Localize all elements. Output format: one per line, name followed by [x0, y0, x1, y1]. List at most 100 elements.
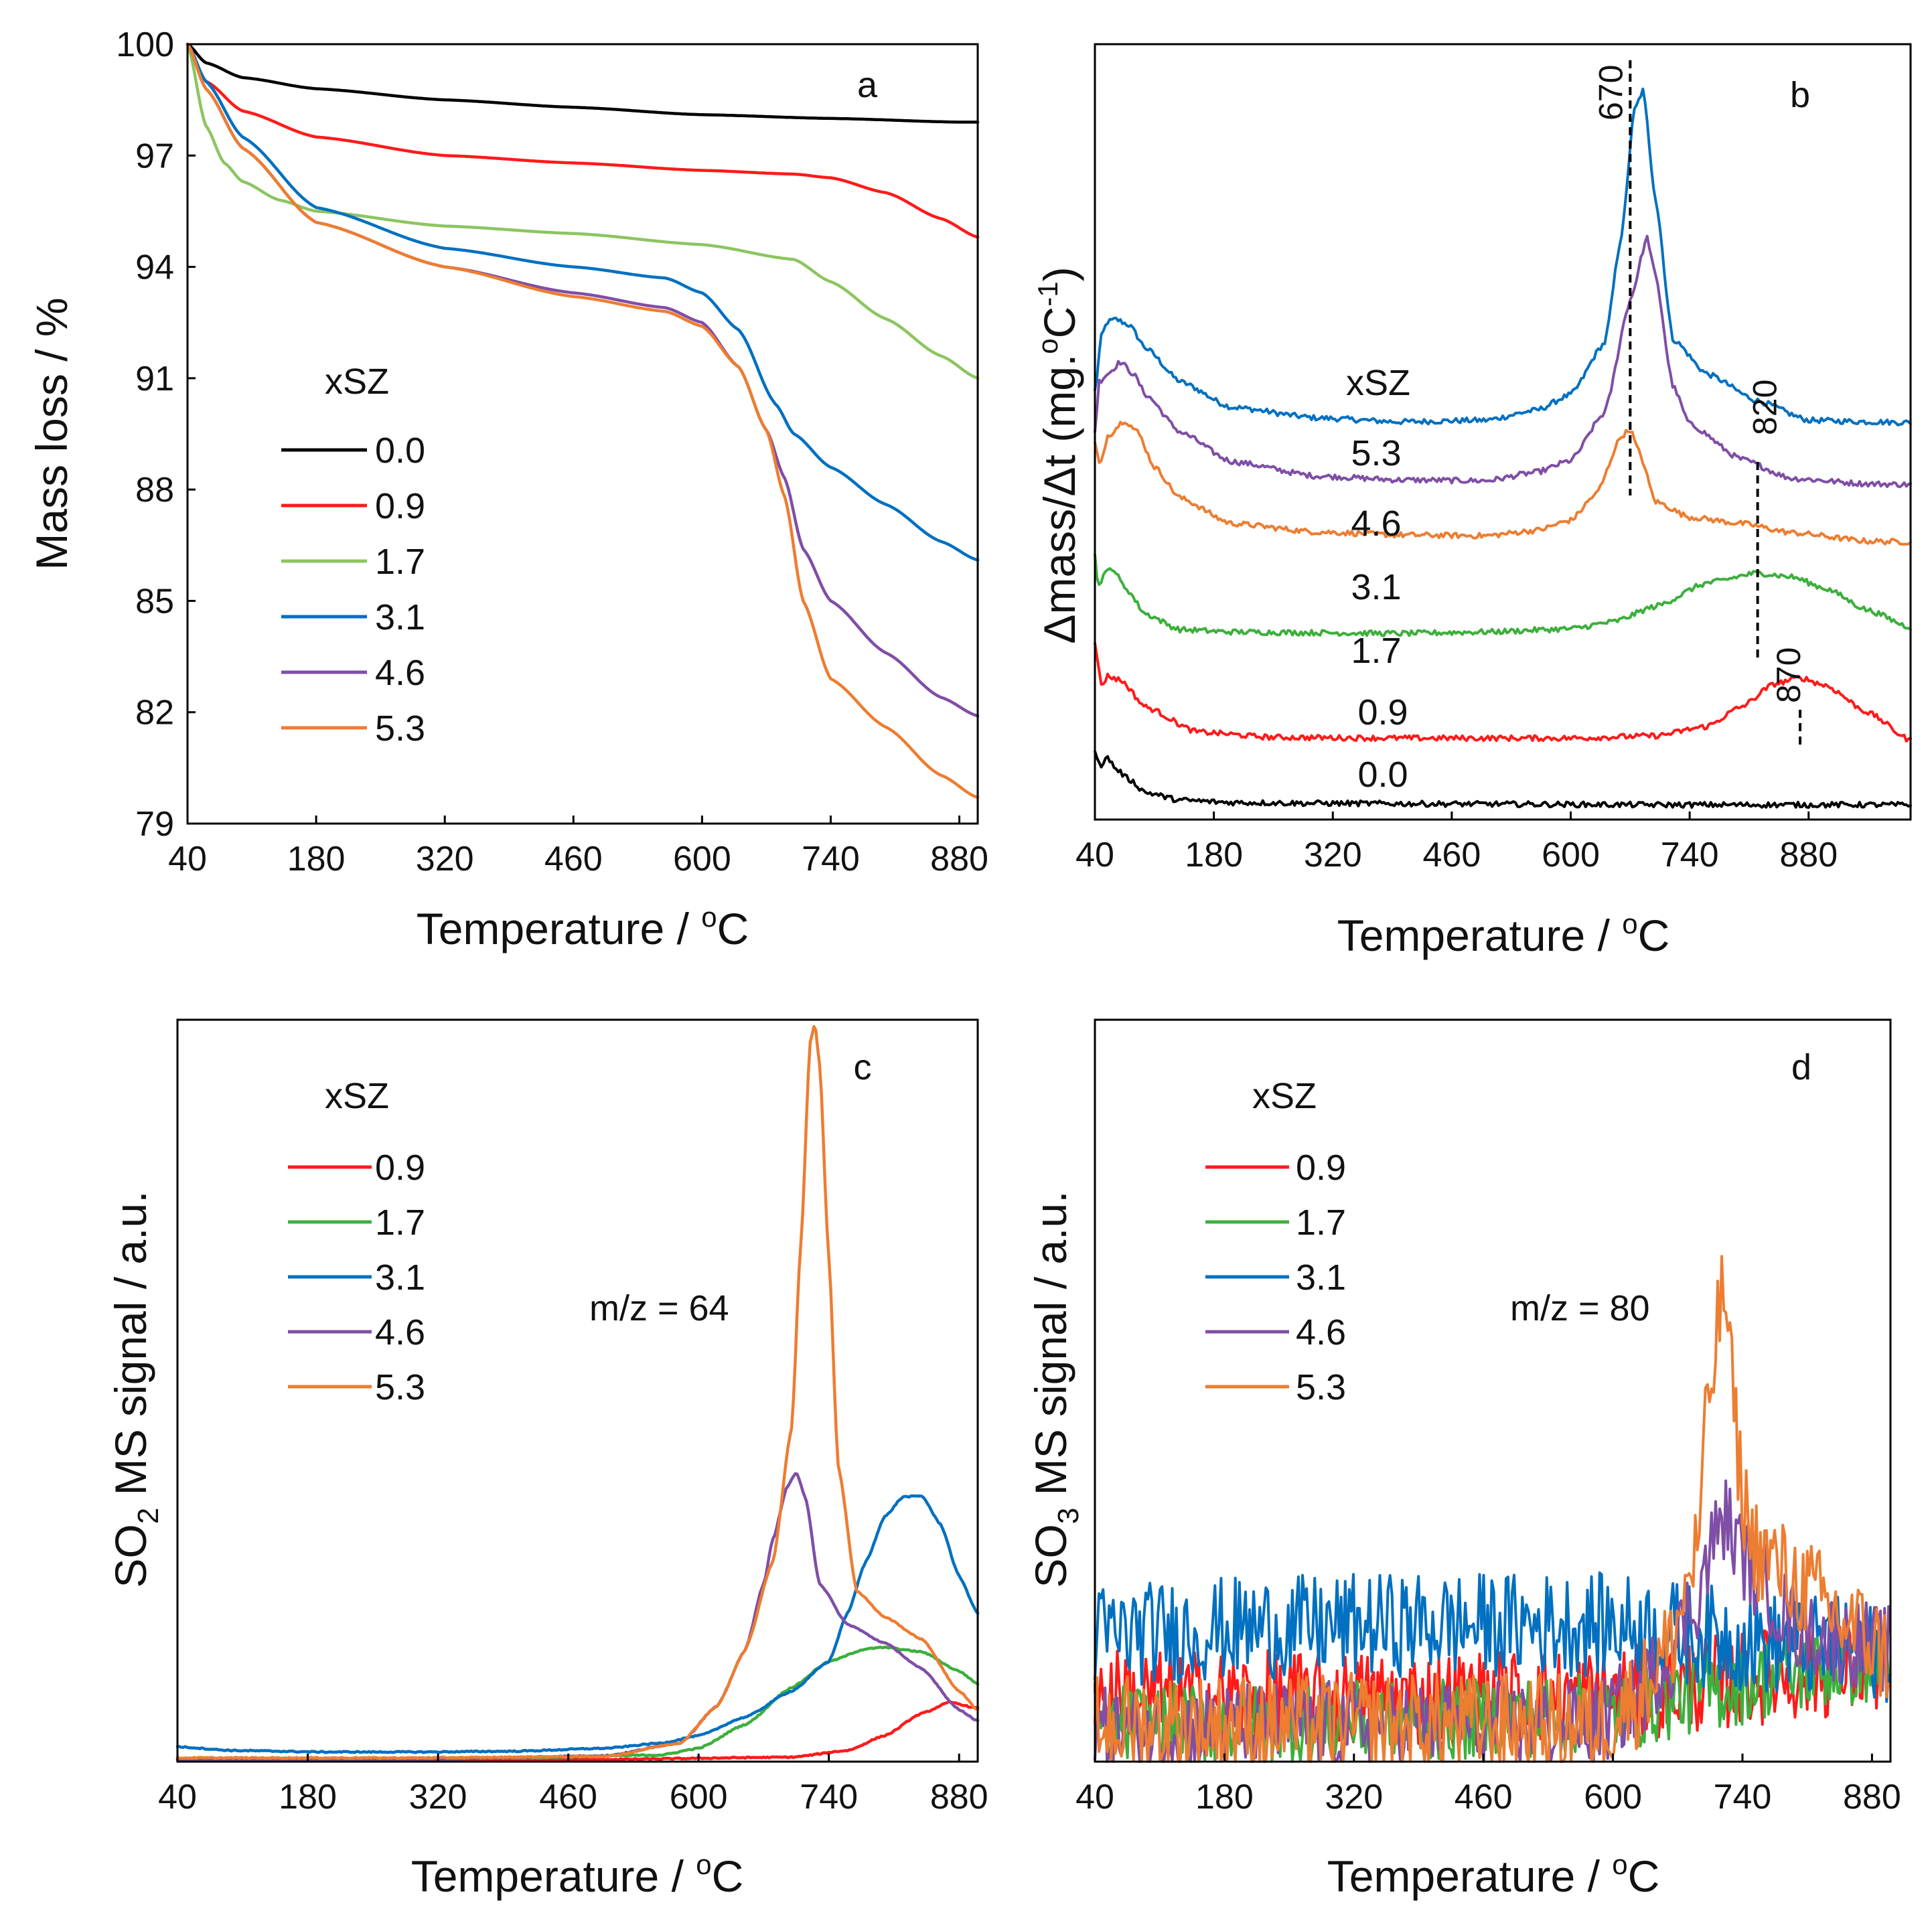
panel-a-ytick-label: 79 [135, 805, 174, 844]
panel-d-xlabel: Temperature / oC [1327, 1849, 1660, 1901]
panel-b-xtick-label: 740 [1661, 836, 1719, 874]
panel-b-series-label: 1.7 [1351, 631, 1401, 671]
panel-c-xtick-label: 740 [800, 1778, 858, 1817]
panel-d-frame [1094, 1018, 1892, 1763]
panel-d-ticks: 40 180 320 460 600 740 880 [1075, 1754, 1901, 1817]
panel-a-ytick-label: 97 [135, 137, 174, 175]
panel-b-series-0-9 [1094, 641, 1912, 743]
panel-a-letter: a [857, 65, 878, 105]
panel-b-series-4-6 [1094, 234, 1912, 489]
panel-c-legend-title: xSZ [325, 1076, 389, 1116]
panel-d-ylabel: SO3 MS signal / a.u. [1026, 1190, 1085, 1588]
panel-d-xtick-label: 320 [1325, 1778, 1383, 1817]
panel-a-legend-label: 5.3 [375, 708, 425, 749]
panel-a-ytick-label: 94 [135, 248, 174, 287]
panel-c-xtick-label: 180 [279, 1778, 337, 1817]
panel-c-series-5-3 [175, 1024, 980, 1760]
panel-b-ylabel: Δmass/Δt (mg.oC-1) [1032, 266, 1084, 643]
panel-c-legend: xSZ 0.9 1.7 3.1 4.6 5.3 [288, 1076, 425, 1407]
panel-b-annotation-870: 870 [1770, 647, 1807, 703]
panel-b-series-labels: 5.3 4.6 3.1 1.7 0.9 0.0 [1351, 433, 1408, 795]
panel-c-xtick-label: 460 [539, 1778, 597, 1817]
panel-c-series-3-1 [175, 1494, 980, 1754]
panel-b-series-0-0 [1094, 750, 1912, 809]
panel-a-legend-label: 3.1 [375, 597, 425, 637]
panel-c-ticks: 40 180 320 460 600 740 880 [158, 1754, 988, 1817]
panel-a-xtick-label: 320 [416, 840, 474, 878]
panel-d-legend-label: 5.3 [1296, 1367, 1346, 1407]
panel-a-legend: xSZ 0.0 0.9 1.7 3.1 4.6 5.3 [281, 362, 425, 749]
panel-b: 40 180 320 460 600 740 880 b Temperature / oC … [1032, 43, 1912, 960]
panel-a-ytick-label: 85 [135, 582, 174, 621]
panel-b-series-5-3 [1094, 87, 1912, 427]
panel-d-legend-label: 1.7 [1296, 1203, 1346, 1243]
panel-c-xtick-label: 40 [158, 1778, 197, 1817]
panel-a-xtick-label: 740 [802, 840, 860, 878]
panel-b-xtick-label: 180 [1185, 836, 1243, 874]
panel-c-legend-label: 4.6 [375, 1312, 425, 1353]
panel-a-xlabel: Temperature / oC [417, 901, 749, 953]
panel-a-legend-title: xSZ [325, 362, 389, 402]
panel-d-legend-label: 4.6 [1296, 1312, 1346, 1353]
panel-b-letter: b [1790, 75, 1810, 115]
panel-c-xtick-label: 880 [930, 1778, 988, 1817]
panel-b-plot-area [1094, 87, 1912, 809]
panel-d-letter: d [1791, 1047, 1811, 1087]
panel-b-series-3-1 [1094, 420, 1912, 546]
panel-c: 40 180 320 460 600 740 880 c Temperature / oC … [106, 1018, 988, 1901]
panel-a-xtick-label: 460 [544, 840, 603, 878]
panel-b-xtick-label: 600 [1542, 836, 1600, 874]
panel-d-legend-label: 0.9 [1296, 1148, 1346, 1188]
panel-a-series-0-9 [185, 42, 980, 239]
panel-a-series-5-3 [185, 42, 980, 799]
panel-b-frame [1094, 43, 1912, 821]
panel-b-xtick-label: 460 [1422, 836, 1481, 874]
panel-d-xtick-label: 600 [1584, 1778, 1642, 1817]
panel-a-ytick-label: 100 [116, 25, 174, 64]
panel-c-letter: c [854, 1047, 872, 1087]
panel-d-xtick-label: 180 [1195, 1778, 1254, 1817]
panel-a-ytick-label: 91 [135, 360, 174, 398]
panel-b-annotation-670: 670 [1592, 65, 1629, 121]
panel-b-legend-title: xSZ [1346, 363, 1410, 403]
panel-b-series-label: 0.0 [1357, 755, 1408, 795]
panel-c-xtick-label: 600 [670, 1778, 728, 1817]
panel-c-xtick-label: 320 [409, 1778, 467, 1817]
panel-b-xtick-label: 320 [1304, 836, 1362, 874]
panel-c-legend-label: 0.9 [375, 1148, 425, 1188]
panel-d-xtick-label: 740 [1714, 1778, 1772, 1817]
panel-c-legend-label: 5.3 [375, 1367, 425, 1407]
panel-c-legend-label: 1.7 [375, 1203, 425, 1243]
panel-b-series-label: 4.6 [1351, 504, 1401, 544]
panel-d-xtick-label: 460 [1455, 1778, 1513, 1817]
panel-d-legend: xSZ 0.9 1.7 3.1 4.6 5.3 [1205, 1076, 1346, 1407]
panel-a-series-0-0 [185, 42, 980, 124]
panel-b-xtick-label: 40 [1075, 836, 1114, 874]
panel-b-xlabel: Temperature / oC [1337, 908, 1670, 960]
panel-b-series-1-7 [1094, 553, 1912, 637]
panel-d-plot-area [1094, 1255, 1890, 1763]
panel-c-legend-label: 3.1 [375, 1257, 425, 1298]
panel-c-series-4-6 [175, 1472, 980, 1762]
panel-a-legend-label: 0.9 [375, 486, 425, 526]
panel-b-ticks: 40 180 320 460 600 740 880 [1075, 812, 1838, 874]
panel-a-xtick-label: 40 [168, 840, 207, 878]
panel-d-annotation: m/z = 80 [1510, 1288, 1650, 1328]
panel-a-xtick-label: 600 [673, 840, 731, 878]
panel-c-frame [176, 1018, 979, 1763]
panel-a-ytick-label: 82 [135, 694, 174, 733]
panel-b-xtick-label: 880 [1779, 836, 1838, 874]
panel-a-legend-label: 0.0 [375, 431, 425, 471]
panel-d-series-4-6 [1094, 1479, 1890, 1763]
panel-d: 40 180 320 460 600 740 880 d Temperature / oC … [1026, 1018, 1901, 1901]
panel-a-ytick-label: 88 [135, 471, 174, 510]
panel-c-series-1-7 [175, 1645, 980, 1761]
panel-c-annotation: m/z = 64 [589, 1288, 729, 1328]
panel-c-plot-area [175, 1024, 980, 1762]
panel-c-xlabel: Temperature / oC [411, 1849, 744, 1901]
panel-a-xtick-label: 180 [287, 840, 346, 878]
panel-a-series-3-1 [185, 42, 980, 562]
panel-a-series-1-7 [185, 42, 980, 380]
